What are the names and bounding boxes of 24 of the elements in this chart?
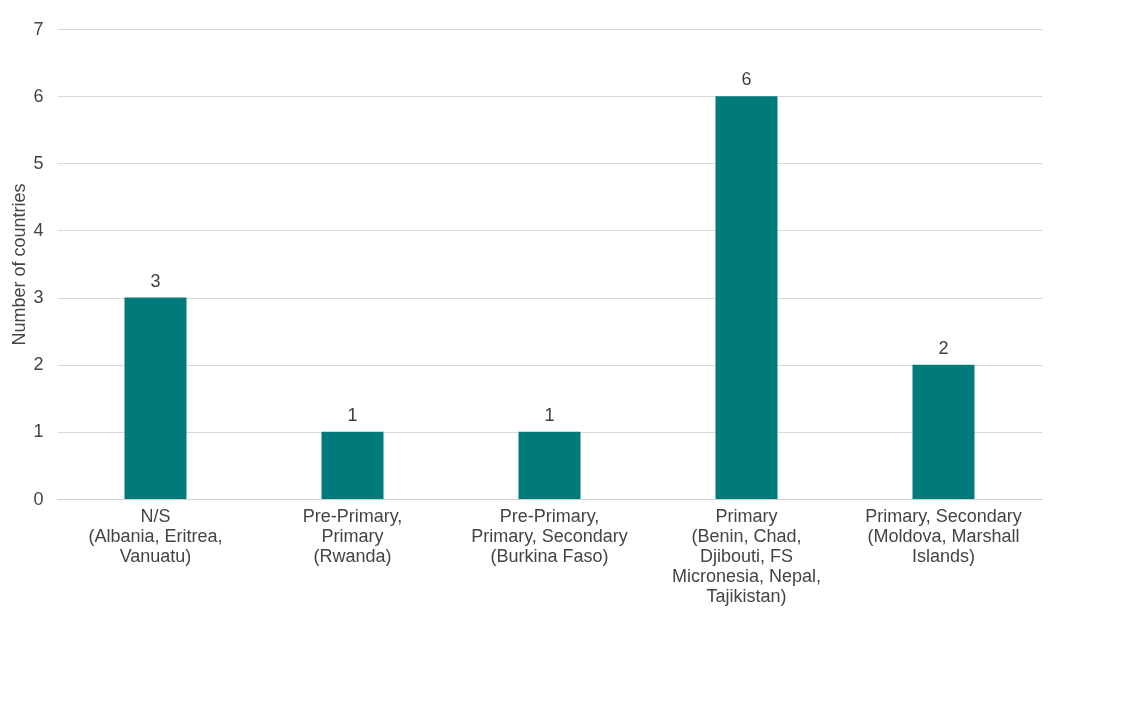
x-tick-label: N/S (Albania, Eritrea, Vanuatu) [88, 505, 223, 566]
y-tick-label: 5 [33, 152, 44, 173]
bar [912, 364, 975, 499]
bar [321, 431, 384, 499]
y-tick-label: 3 [33, 287, 44, 308]
data-label: 2 [938, 337, 949, 358]
y-tick-label: 2 [33, 354, 44, 375]
x-tick-label: Primary (Benin, Chad, Djibouti, FS Micronesia, Nepal, Tajikistan) [671, 505, 822, 606]
data-label: 6 [741, 69, 752, 90]
bar [518, 431, 581, 499]
x-tick-label: Pre-Primary, Primary, Secondary (Burkina Faso) [471, 505, 628, 566]
x-tick-label: Pre-Primary, Primary (Rwanda) [302, 505, 403, 566]
bar [715, 96, 778, 499]
y-tick-label: 7 [33, 18, 44, 39]
x-tick-label: Primary, Secondary (Moldova, Marshall Islands) [865, 505, 1022, 566]
y-tick-label: 4 [33, 219, 44, 240]
data-label: 1 [347, 404, 358, 425]
y-tick-label: 6 [33, 85, 44, 106]
y-tick-label: 1 [33, 421, 44, 442]
y-axis-title: Number of countries [9, 183, 30, 346]
y-tick-label: 0 [33, 488, 44, 509]
data-label: 1 [544, 404, 555, 425]
data-label: 3 [150, 270, 161, 291]
bar [124, 297, 187, 499]
